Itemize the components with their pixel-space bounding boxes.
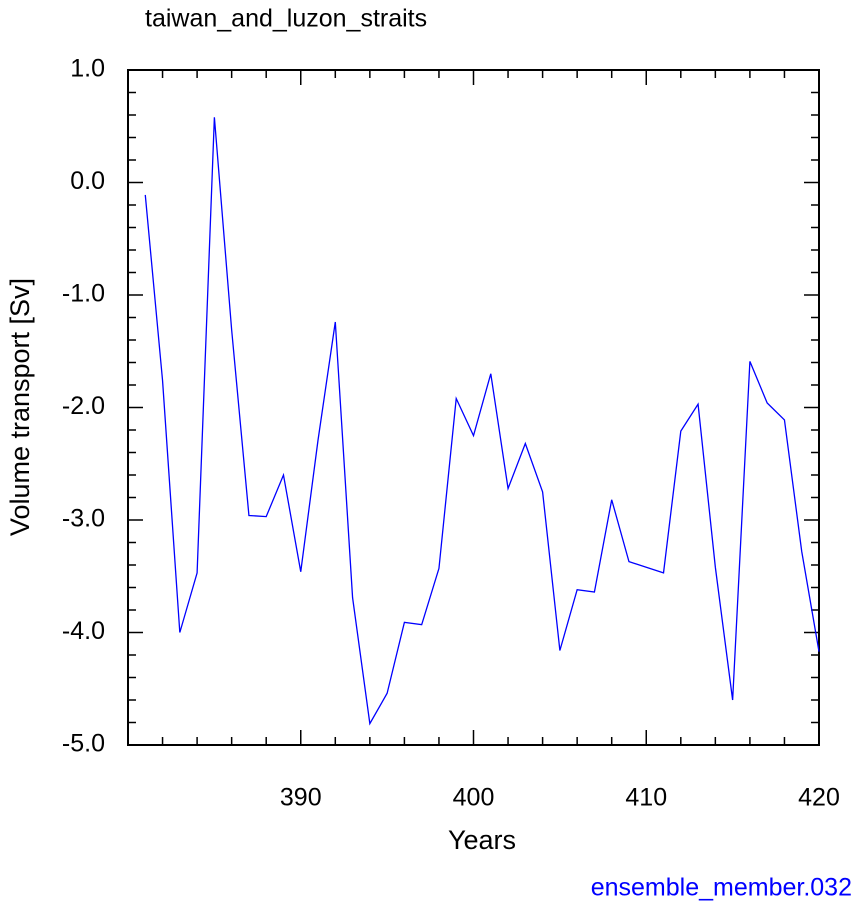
x-tick-label: 390 bbox=[280, 784, 322, 812]
y-axis-label: Volume transport [Sv] bbox=[5, 278, 35, 536]
annotation: ensemble_member.032 bbox=[591, 874, 852, 902]
x-tick-label: 400 bbox=[453, 784, 495, 812]
y-tick-label: -4.0 bbox=[62, 617, 105, 645]
x-tick-label: 410 bbox=[625, 784, 667, 812]
series-line bbox=[144, 117, 820, 726]
y-tick-label: 1.0 bbox=[70, 55, 105, 83]
y-tick-label: 0.0 bbox=[70, 167, 105, 195]
x-axis-label: Years bbox=[448, 825, 516, 855]
y-tick-label: -5.0 bbox=[62, 730, 105, 758]
y-tick-label: -1.0 bbox=[62, 280, 105, 308]
plot-frame bbox=[127, 69, 820, 746]
chart-title: taiwan_and_luzon_straits bbox=[145, 5, 427, 33]
y-tick-label: -2.0 bbox=[62, 392, 105, 420]
y-tick-label: -3.0 bbox=[62, 505, 105, 533]
x-tick-label: 420 bbox=[798, 784, 840, 812]
